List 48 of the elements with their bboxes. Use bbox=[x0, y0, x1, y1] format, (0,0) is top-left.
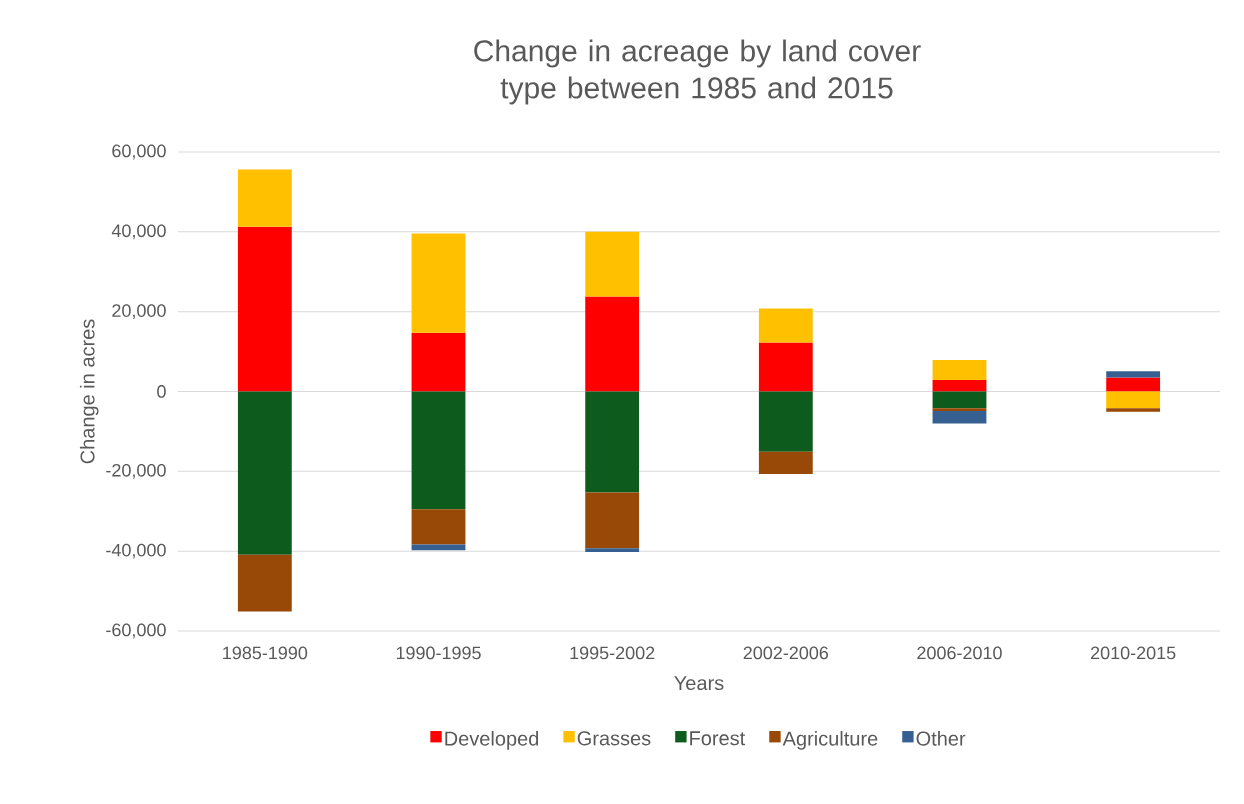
bar bbox=[411, 233, 466, 333]
bar bbox=[411, 391, 466, 510]
y-tick-label: -20,000 bbox=[106, 463, 166, 479]
bar bbox=[585, 231, 640, 297]
legend-label: Other bbox=[916, 731, 966, 746]
bar bbox=[1106, 391, 1161, 409]
x-tick-label: 1990-1995 bbox=[396, 646, 481, 660]
bar bbox=[585, 492, 640, 549]
bar bbox=[237, 169, 292, 227]
legend-label: Agriculture bbox=[782, 731, 878, 750]
bar bbox=[932, 408, 987, 412]
bar bbox=[585, 391, 640, 493]
bar bbox=[932, 379, 987, 392]
bar bbox=[758, 451, 813, 475]
bar bbox=[758, 308, 813, 343]
bar bbox=[758, 391, 813, 452]
bar bbox=[1106, 371, 1161, 378]
y-tick-label: 40,000 bbox=[111, 224, 166, 240]
bar bbox=[932, 391, 987, 409]
bar bbox=[1106, 377, 1161, 392]
legend-label: Forest bbox=[690, 731, 746, 746]
legend-label: Developed bbox=[445, 731, 539, 750]
y-tick-label: -60,000 bbox=[106, 623, 166, 639]
bar bbox=[411, 332, 466, 392]
bar bbox=[237, 554, 292, 612]
bar bbox=[411, 544, 466, 551]
x-tick-label: 2006-2010 bbox=[917, 646, 1002, 660]
bar bbox=[585, 296, 640, 392]
x-tick-label: 1995-2002 bbox=[570, 646, 655, 660]
bar bbox=[932, 359, 987, 380]
bar bbox=[758, 342, 813, 392]
chart-title: Change in acreage by land cover type between 1985 and 2015 bbox=[474, 39, 921, 105]
bar bbox=[932, 411, 987, 424]
x-tick-label: 1985-1990 bbox=[223, 646, 308, 660]
y-tick-label: 60,000 bbox=[112, 144, 166, 160]
x-axis-title: Years bbox=[674, 676, 724, 691]
bar bbox=[1106, 408, 1161, 412]
bar bbox=[585, 548, 640, 552]
y-axis-title: Change in acres bbox=[79, 319, 99, 464]
bar bbox=[411, 509, 466, 545]
x-tick-label: 2002-2006 bbox=[743, 646, 829, 660]
legend-label: Grasses bbox=[577, 731, 651, 746]
y-tick-label: -40,000 bbox=[106, 543, 166, 559]
y-tick-label: 0 bbox=[157, 385, 166, 398]
bar bbox=[237, 226, 292, 392]
bar bbox=[237, 391, 292, 555]
x-tick-label: 2010-2015 bbox=[1091, 646, 1176, 660]
y-tick-label: 20,000 bbox=[112, 304, 166, 320]
